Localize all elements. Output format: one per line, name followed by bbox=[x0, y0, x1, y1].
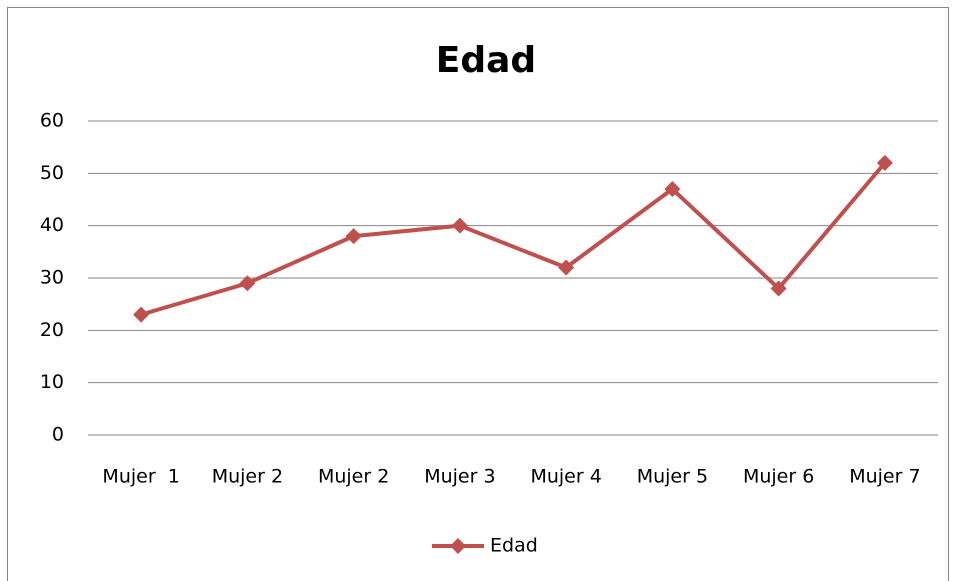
marker bbox=[770, 280, 787, 297]
marker bbox=[345, 228, 362, 245]
x-tick-label: Mujer 6 bbox=[743, 466, 814, 488]
x-tick-label: Mujer 1 bbox=[102, 466, 179, 488]
legend-label: Edad bbox=[490, 535, 538, 557]
y-tick-label: 20 bbox=[40, 319, 64, 341]
y-tick-label: 30 bbox=[40, 267, 64, 289]
marker bbox=[451, 217, 468, 234]
x-tick-label: Mujer 5 bbox=[637, 466, 708, 488]
marker bbox=[876, 154, 893, 171]
y-tick-label: 10 bbox=[40, 371, 64, 393]
x-tick-label: Mujer 3 bbox=[424, 466, 495, 488]
x-tick-label: Mujer 4 bbox=[530, 466, 601, 488]
y-tick-label: 0 bbox=[52, 424, 64, 446]
y-tick-label: 60 bbox=[40, 110, 64, 132]
chart-border bbox=[7, 7, 949, 581]
x-tick-label: Mujer 2 bbox=[318, 466, 389, 488]
y-tick-label: 50 bbox=[40, 162, 64, 184]
marker bbox=[664, 181, 681, 198]
x-tick-label: Mujer 7 bbox=[849, 466, 920, 488]
legend-marker bbox=[450, 538, 466, 554]
marker bbox=[239, 275, 256, 292]
marker bbox=[133, 306, 150, 323]
line bbox=[140, 161, 887, 317]
marker bbox=[558, 259, 575, 276]
y-tick-label: 40 bbox=[40, 214, 64, 236]
chart-title: Edad bbox=[436, 40, 536, 81]
x-tick-label: Mujer 2 bbox=[212, 466, 283, 488]
